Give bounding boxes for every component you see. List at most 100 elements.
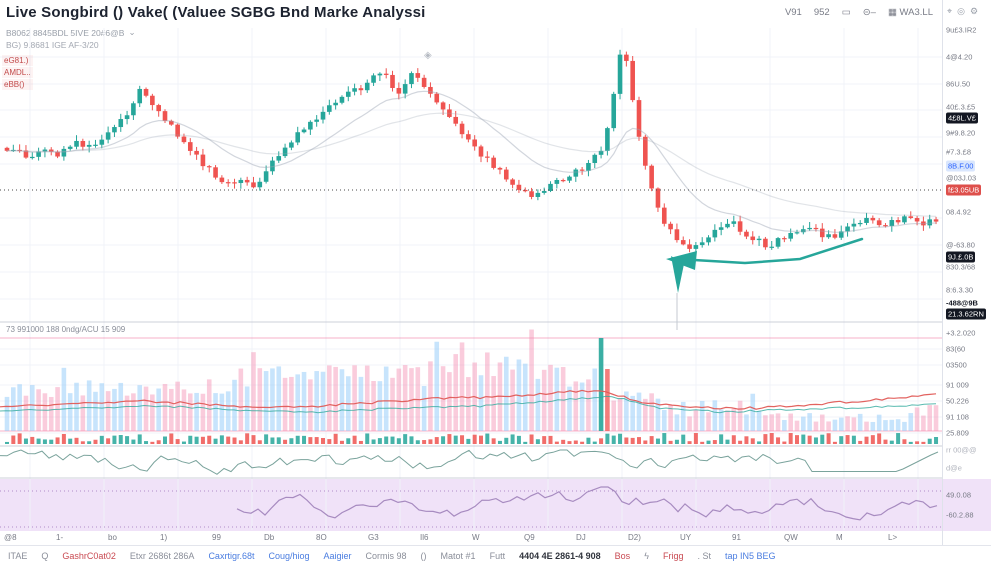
- mini-volume-bar: [662, 433, 667, 444]
- mini-volume-bar: [74, 437, 79, 444]
- status-bar-item[interactable]: Caxrtigr.68t: [208, 550, 255, 561]
- volume-bar: [503, 356, 509, 431]
- candle-body: [282, 147, 288, 157]
- mini-volume-bar: [706, 440, 711, 444]
- status-bar-item[interactable]: Q: [41, 550, 49, 561]
- volume-bar: [478, 375, 484, 431]
- candle-body: [409, 73, 414, 85]
- time-scale[interactable]: @8 1- bo 1) 99 Db 8O G3 Il6 W Q9 DJ D2) UY 91 QW M L>: [0, 530, 942, 545]
- volume-bar: [902, 421, 907, 431]
- volume-bar: [156, 388, 161, 431]
- price-axis-label: 91 108: [946, 412, 969, 422]
- toolbar-item[interactable]: ▭: [841, 7, 851, 18]
- toolbar-item[interactable]: ⊝–: [862, 7, 876, 18]
- candle-body: [99, 139, 105, 145]
- mini-volume-bar: [832, 441, 837, 444]
- price-axis-label: 86U.50: [946, 79, 971, 89]
- page-title: Live Songbird () Vake( (Valuee SGBG Bnd …: [6, 4, 426, 21]
- mini-volume-bar: [813, 437, 818, 444]
- time-axis-label: QW: [784, 533, 798, 542]
- status-bar-item[interactable]: Coug/hiog: [268, 550, 310, 561]
- candle-body: [402, 84, 408, 94]
- volume-ma-teal: [0, 395, 937, 414]
- price-axis-label: 21.3.62RN: [946, 308, 986, 320]
- status-bar-item[interactable]: tap IN5 BEG: [724, 550, 776, 561]
- status-bar-item[interactable]: GashrC0at02: [62, 550, 116, 561]
- candle-body: [933, 219, 939, 222]
- candle-body: [750, 236, 756, 241]
- price-scale-icons: ⌖ ◎ ⚙: [947, 6, 978, 17]
- crosshair-icon[interactable]: ⌖: [947, 6, 953, 16]
- mini-volume-bar: [270, 437, 275, 444]
- volume-panel-legend[interactable]: 73 991000 188 0ndg/ACU 15 909: [6, 325, 126, 334]
- candle-body: [289, 142, 294, 148]
- status-bar-item[interactable]: (): [420, 550, 427, 561]
- status-bar-item[interactable]: Bos: [614, 550, 631, 561]
- indicator-legend-item[interactable]: AMDL..: [2, 67, 33, 78]
- chevron-down-icon[interactable]: ⌄: [128, 27, 136, 37]
- price-axis-label: @03J.03: [946, 173, 977, 183]
- status-bar-item[interactable]: Matot #1: [440, 550, 476, 561]
- gear-icon[interactable]: ⚙: [969, 6, 979, 16]
- volume-bar: [428, 361, 433, 431]
- volume-bar: [162, 383, 168, 431]
- volume-bar: [282, 377, 288, 431]
- candle-body: [643, 136, 648, 166]
- status-bar-item[interactable]: Etxr 2686t 286A: [129, 550, 195, 561]
- candle-body: [67, 146, 73, 149]
- volume-bar: [750, 393, 756, 431]
- volume-bar: [257, 368, 263, 431]
- candle-body: [175, 124, 180, 137]
- mini-volume-bar: [485, 433, 490, 444]
- price-scale[interactable]: ⌖ ◎ ⚙ 9u£3.IR2 4@4.20 86U.50 40£.3.£5 4£8L.V£ 9…: [942, 0, 991, 545]
- status-bar-item[interactable]: 4404 4E 2861-4 908: [519, 550, 601, 561]
- toolbar-item[interactable]: 952: [813, 7, 830, 18]
- mini-volume-bar: [384, 436, 389, 444]
- volume-bar: [573, 381, 579, 431]
- time-axis-label: Db: [264, 533, 275, 542]
- mini-volume-bar: [422, 440, 427, 444]
- mini-volume-bar: [42, 439, 47, 444]
- volume-bar: [630, 395, 635, 431]
- candle-body: [927, 219, 933, 226]
- candle-body: [649, 165, 654, 189]
- time-axis-label: G3: [368, 533, 379, 542]
- toolbar-item[interactable]: V91: [784, 7, 802, 18]
- candle-body: [453, 116, 459, 124]
- status-bar-item[interactable]: Cormis 98: [365, 550, 407, 561]
- candle-body: [42, 149, 48, 152]
- mini-volume-bar: [390, 436, 395, 444]
- indicator-legend-item[interactable]: eG81.): [2, 55, 33, 66]
- mini-volume-bar: [11, 435, 16, 444]
- status-bar-item[interactable]: Aaigier: [323, 550, 352, 561]
- status-bar-item[interactable]: ITAE: [8, 550, 28, 561]
- status-bar-item[interactable]: ϟ: [644, 550, 649, 561]
- mini-volume-bar: [257, 440, 262, 444]
- volume-bar: [611, 400, 617, 431]
- time-axis-label: W: [472, 533, 480, 542]
- target-icon[interactable]: ◎: [957, 6, 965, 16]
- volume-bar: [352, 365, 357, 431]
- candle-body: [169, 120, 174, 125]
- status-bar-item[interactable]: Futt: [489, 550, 506, 561]
- mini-volume-bar: [30, 436, 35, 444]
- mini-volume-bar: [472, 434, 477, 444]
- candle-body: [206, 166, 212, 168]
- candle-body: [756, 238, 762, 241]
- mini-volume-bar: [807, 435, 812, 444]
- price-chart-canvas[interactable]: [0, 0, 942, 545]
- mini-volume-bar: [637, 437, 641, 444]
- time-axis-label: DJ: [576, 533, 586, 542]
- status-bar-item[interactable]: Frigg: [662, 550, 684, 561]
- indicator-legend-item[interactable]: eBB(): [2, 79, 33, 90]
- volume-bar: [857, 413, 863, 431]
- symbol-selector[interactable]: B8062 8845BDL 5IVE 20#6@B ⌄: [6, 27, 136, 38]
- mini-volume-bar: [453, 435, 458, 444]
- mini-volume-bar: [163, 436, 167, 444]
- candle-body: [345, 91, 351, 97]
- toolbar-item[interactable]: ▦ WA3.LL: [887, 7, 933, 18]
- time-axis-label: @8: [4, 533, 17, 542]
- time-axis-label: 8O: [316, 533, 327, 542]
- mini-volume-bar: [466, 438, 471, 444]
- status-bar-item[interactable]: . St: [697, 550, 711, 561]
